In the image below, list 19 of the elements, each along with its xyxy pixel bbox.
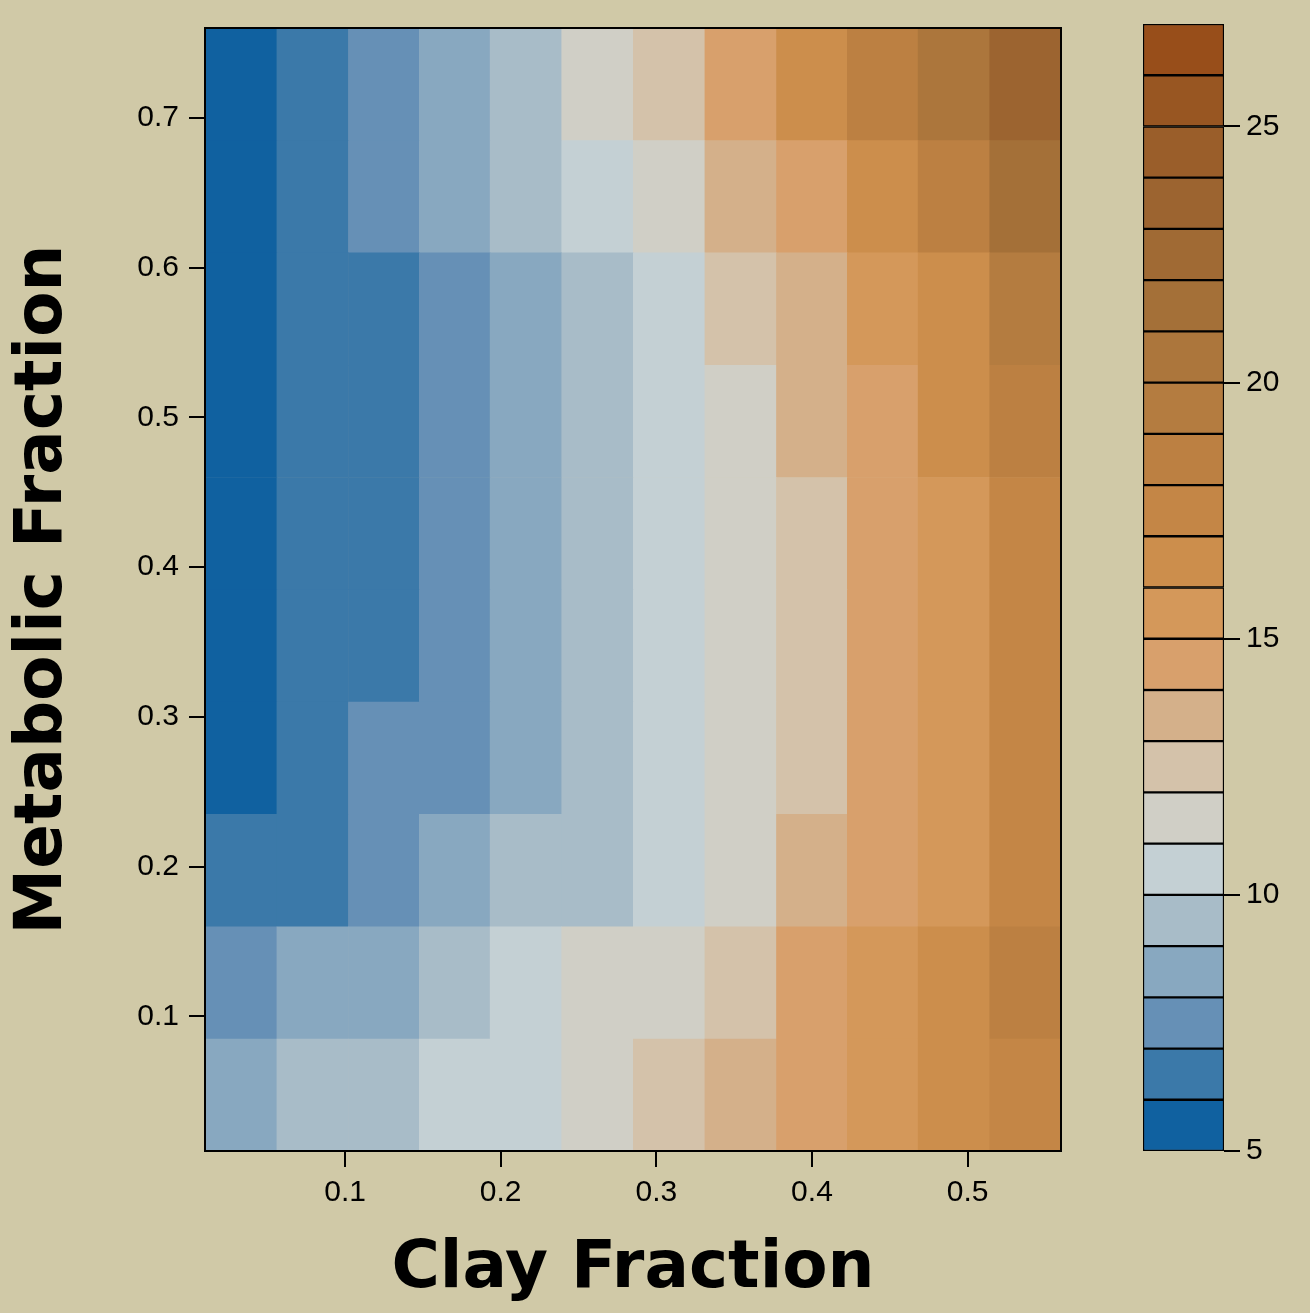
color-bar-label: 10 bbox=[1246, 876, 1280, 910]
x-tick-label: 0.4 bbox=[791, 1174, 833, 1208]
color-bar-label: 25 bbox=[1246, 107, 1280, 141]
x-axis-title: Clay Fraction bbox=[391, 1225, 875, 1303]
color-bar-label: 5 bbox=[1246, 1132, 1263, 1166]
y-tick-label: 0.5 bbox=[137, 398, 179, 432]
y-axis-title: Metabolic Fraction bbox=[0, 244, 77, 935]
x-tick-label: 0.3 bbox=[635, 1174, 678, 1208]
y-tick-label: 0.6 bbox=[137, 248, 179, 282]
y-tick-label: 0.4 bbox=[137, 548, 179, 582]
y-tick-label: 0.2 bbox=[137, 847, 179, 881]
x-tick-label: 0.2 bbox=[479, 1174, 522, 1208]
x-tick-label: 0.5 bbox=[946, 1174, 989, 1208]
y-tick-label: 0.1 bbox=[137, 997, 179, 1031]
y-tick-label: 0.3 bbox=[137, 698, 179, 732]
color-bar-label: 20 bbox=[1246, 363, 1280, 397]
color-bar-label: 15 bbox=[1246, 619, 1280, 653]
y-tick-label: 0.7 bbox=[137, 99, 179, 133]
x-tick-label: 0.1 bbox=[324, 1174, 366, 1208]
